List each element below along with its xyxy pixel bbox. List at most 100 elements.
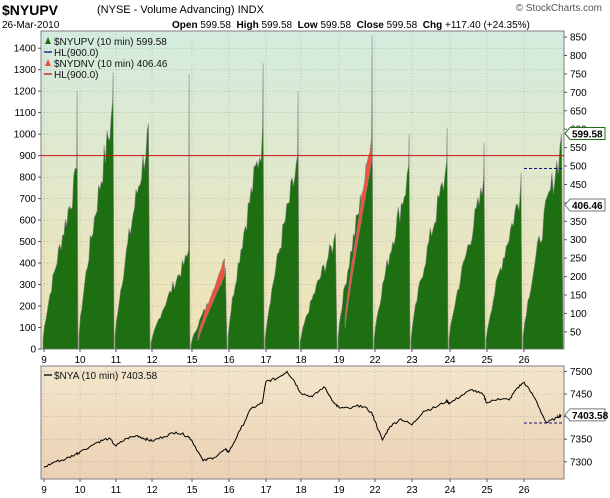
down-volume-day-15 — [197, 257, 225, 341]
upper-right-tick-label: 850 — [570, 33, 587, 44]
upper-right-tick-label: 650 — [570, 106, 587, 117]
lower-right-tick-label: 7450 — [570, 390, 593, 401]
upper-overlay-lines — [41, 155, 564, 170]
up-volume-day-17 — [264, 91, 300, 349]
lower-right-tick-label: 7500 — [570, 367, 593, 378]
upper-right-tick-label: 700 — [570, 88, 587, 99]
up-volume-day-24 — [448, 142, 486, 349]
upper-right-tick-label: 200 — [570, 272, 587, 283]
nya-last-value: 7403.58 — [564, 408, 609, 422]
legend-swatch — [45, 37, 51, 44]
down-volume-day-19 — [344, 136, 372, 329]
up-volume-day-22 — [373, 134, 411, 349]
low-value: 599.58 — [320, 20, 352, 31]
lower-x-tick-label: 23 — [406, 485, 418, 496]
open-value: 599.58 — [200, 20, 231, 31]
lower-right-tick-label: 7300 — [570, 457, 593, 468]
stockcharts-credit: © StockCharts.com — [515, 3, 602, 14]
up-volume-day-11 — [114, 123, 151, 349]
nya-price-line — [43, 370, 562, 468]
upper-x-tick-label: 24 — [444, 355, 456, 366]
symbol-description: (NYSE - Volume Advancing) INDX — [97, 4, 264, 16]
up-volume-day-23 — [410, 127, 449, 349]
upv-last-value-label: 599.58 — [572, 129, 603, 140]
upper-x-tick-label: 10 — [74, 355, 86, 366]
lower-x-tick-label: 15 — [186, 485, 198, 496]
nya-last-value-label: 7403.58 — [572, 411, 609, 422]
upper-right-tick-label: 450 — [570, 180, 587, 191]
upper-volume-areas — [42, 35, 564, 349]
upper-left-tick-label: 800 — [19, 173, 36, 184]
dnv-last-value-box — [564, 198, 606, 212]
chart-header: $NYUPV (NYSE - Volume Advancing) INDX 26… — [0, 0, 610, 36]
legend-entry: HL(900.0) — [54, 70, 98, 81]
lower-x-tick-label: 16 — [223, 485, 235, 496]
upper-left-tick-label: 700 — [19, 194, 36, 205]
upper-left-tick-label: 300 — [19, 280, 36, 291]
upper-left-tick-label: 1000 — [14, 130, 37, 141]
symbol-title: $NYUPV — [2, 2, 59, 18]
lower-x-tick-label: 22 — [369, 485, 381, 496]
upper-left-tick-label: 600 — [19, 216, 36, 227]
low-label: Low — [297, 20, 318, 31]
upper-x-tick-label: 17 — [260, 355, 272, 366]
upper-right-tick-label: 100 — [570, 309, 587, 320]
upper-right-tick-label: 250 — [570, 254, 587, 265]
legend-entry: $NYUPV (10 min) 599.58 — [54, 37, 167, 48]
up-volume-day-18 — [299, 232, 338, 349]
upper-left-tick-label: 1400 — [14, 44, 37, 55]
upper-left-tick-label: 500 — [19, 237, 36, 248]
up-volume-day-26 — [522, 134, 564, 349]
upper-x-tick-label: 12 — [146, 355, 158, 366]
upper-right-tick-label: 500 — [570, 162, 587, 173]
change-label: Chg — [422, 20, 443, 31]
upv-last-value: 599.58 — [564, 126, 606, 140]
up-volume-day-9 — [42, 91, 79, 349]
high-value: 599.58 — [261, 20, 293, 31]
upper-x-tick-label: 16 — [223, 355, 235, 366]
lower-x-tick-label: 24 — [444, 485, 456, 496]
lower-panel: 7300735074007450750091011121516171819222… — [40, 365, 609, 496]
legend-entry: HL(900.0) — [54, 48, 98, 59]
legend-swatch — [45, 59, 51, 66]
dnv-last-value-label: 406.46 — [572, 201, 603, 212]
lower-right-tick-label: 7350 — [570, 435, 593, 446]
upper-left-tick-label: 1200 — [14, 87, 37, 98]
lower-x-tick-label: 26 — [518, 485, 530, 496]
change-value: +117.40 (+24.35%) — [445, 20, 530, 31]
upper-left-tick-label: 400 — [19, 259, 36, 270]
upper-x-tick-label: 23 — [406, 355, 418, 366]
upper-x-tick-label: 15 — [186, 355, 198, 366]
upper-x-tick-label: 19 — [333, 355, 345, 366]
lower-x-tick-label: 18 — [295, 485, 307, 496]
legend-entry: $NYA (10 min) 7403.58 — [54, 371, 158, 382]
upper-left-tick-label: 100 — [19, 323, 36, 334]
upper-right-tick-label: 300 — [570, 235, 587, 246]
upper-x-tick-label: 26 — [518, 355, 530, 366]
lower-x-tick-label: 19 — [333, 485, 345, 496]
upper-x-tick-label: 18 — [295, 355, 307, 366]
dnv-last-value: 406.46 — [564, 198, 606, 212]
lower-x-tick-label: 11 — [111, 485, 122, 496]
upper-x-tick-label: 22 — [369, 355, 381, 366]
upv-last-value-box — [564, 126, 606, 140]
upper-left-tick-label: 0 — [30, 345, 36, 356]
lower-x-tick-label: 12 — [146, 485, 158, 496]
upper-x-tick-label: 11 — [111, 355, 122, 366]
upper-left-tick-label: 1300 — [14, 65, 37, 76]
quote-summary: Open 599.58 High 599.58 Low 599.58 Close… — [172, 20, 530, 31]
upper-left-tick-label: 900 — [19, 151, 36, 162]
upper-x-tick-label: 9 — [41, 355, 47, 366]
high-label: High — [236, 20, 259, 31]
up-volume-day-25 — [485, 172, 523, 349]
upper-x-tick-label: 25 — [481, 355, 493, 366]
up-volume-day-10 — [78, 71, 115, 349]
upper-left-tick-label: 1100 — [14, 108, 36, 119]
lower-x-tick-label: 17 — [260, 485, 272, 496]
lower-x-tick-label: 25 — [481, 485, 493, 496]
lower-x-tick-label: 10 — [74, 485, 86, 496]
nya-last-value-box — [564, 408, 606, 422]
close-value: 599.58 — [386, 20, 418, 31]
lower-price-line — [43, 370, 564, 468]
